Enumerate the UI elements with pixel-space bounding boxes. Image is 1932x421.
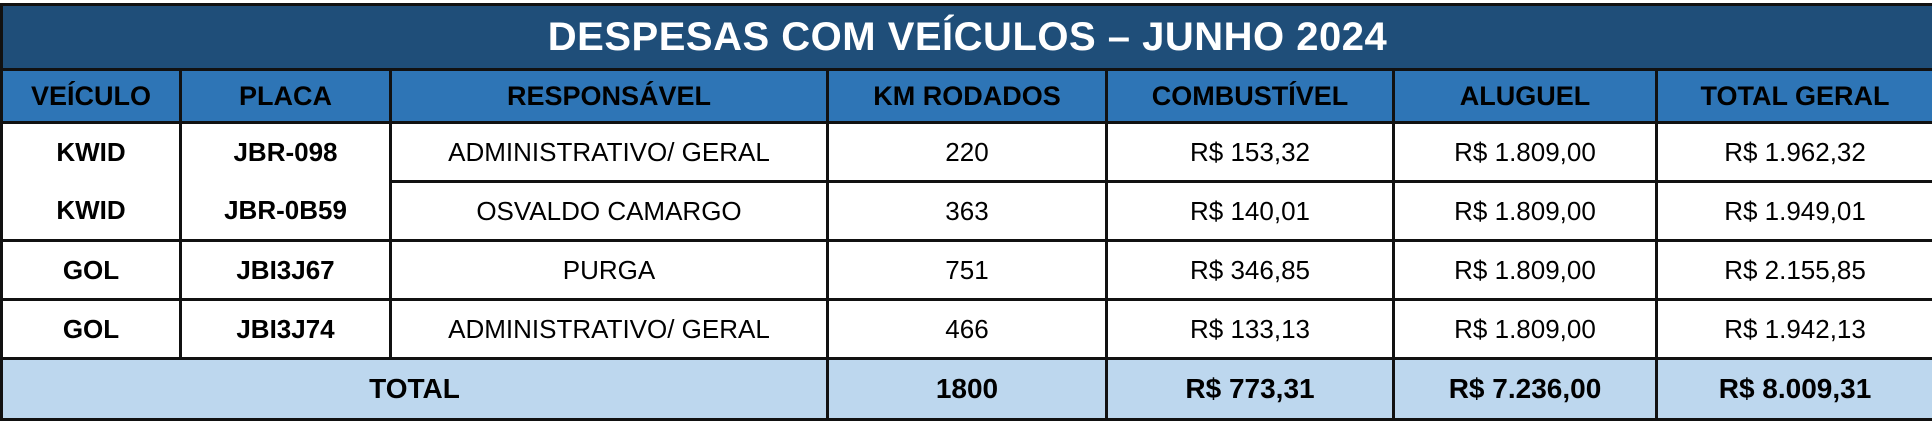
cell-aluguel: R$ 1.809,00 xyxy=(1394,300,1657,359)
cell-placa: JBI3J67 xyxy=(181,241,391,300)
cell-total: R$ 1.942,13 xyxy=(1657,300,1932,359)
total-aluguel: R$ 7.236,00 xyxy=(1394,359,1657,420)
cell-total: R$ 1.949,01 xyxy=(1657,182,1932,241)
column-header-responsavel: RESPONSÁVEL xyxy=(391,70,828,123)
cell-responsavel: PURGA xyxy=(391,241,828,300)
cell-km: 751 xyxy=(828,241,1107,300)
cell-placa: JBR-098 xyxy=(181,123,391,182)
cell-veiculo: GOL xyxy=(2,241,181,300)
cell-responsavel: ADMINISTRATIVO/ GERAL xyxy=(391,123,828,182)
vehicle-expenses-table: DESPESAS COM VEÍCULOS – JUNHO 2024 VEÍCU… xyxy=(0,3,1932,421)
column-header-combustivel: COMBUSTÍVEL xyxy=(1107,70,1394,123)
cell-km: 220 xyxy=(828,123,1107,182)
table-row: KWID JBR-0B59 OSVALDO CAMARGO 363 R$ 140… xyxy=(2,182,1932,241)
cell-aluguel: R$ 1.809,00 xyxy=(1394,182,1657,241)
column-header-veiculo: VEÍCULO xyxy=(2,70,181,123)
cell-km: 363 xyxy=(828,182,1107,241)
total-geral: R$ 8.009,31 xyxy=(1657,359,1932,420)
table-title: DESPESAS COM VEÍCULOS – JUNHO 2024 xyxy=(2,5,1932,70)
cell-combustivel: R$ 153,32 xyxy=(1107,123,1394,182)
cell-km: 466 xyxy=(828,300,1107,359)
cell-total: R$ 2.155,85 xyxy=(1657,241,1932,300)
cell-combustivel: R$ 140,01 xyxy=(1107,182,1394,241)
table-row: GOL JBI3J67 PURGA 751 R$ 346,85 R$ 1.809… xyxy=(2,241,1932,300)
cell-aluguel: R$ 1.809,00 xyxy=(1394,123,1657,182)
total-combustivel: R$ 773,31 xyxy=(1107,359,1394,420)
cell-placa: JBI3J74 xyxy=(181,300,391,359)
cell-responsavel: OSVALDO CAMARGO xyxy=(391,182,828,241)
totals-label: TOTAL xyxy=(2,359,828,420)
column-header-km: KM RODADOS xyxy=(828,70,1107,123)
total-km: 1800 xyxy=(828,359,1107,420)
cell-veiculo: KWID xyxy=(2,182,181,241)
cell-combustivel: R$ 133,13 xyxy=(1107,300,1394,359)
table-row: GOL JBI3J74 ADMINISTRATIVO/ GERAL 466 R$… xyxy=(2,300,1932,359)
table-row: KWID JBR-098 ADMINISTRATIVO/ GERAL 220 R… xyxy=(2,123,1932,182)
column-header-total: TOTAL GERAL xyxy=(1657,70,1932,123)
cell-combustivel: R$ 346,85 xyxy=(1107,241,1394,300)
cell-veiculo: GOL xyxy=(2,300,181,359)
column-header-aluguel: ALUGUEL xyxy=(1394,70,1657,123)
header-row: VEÍCULO PLACA RESPONSÁVEL KM RODADOS COM… xyxy=(2,70,1932,123)
cell-aluguel: R$ 1.809,00 xyxy=(1394,241,1657,300)
cell-total: R$ 1.962,32 xyxy=(1657,123,1932,182)
cell-responsavel: ADMINISTRATIVO/ GERAL xyxy=(391,300,828,359)
cell-placa: JBR-0B59 xyxy=(181,182,391,241)
cell-veiculo: KWID xyxy=(2,123,181,182)
totals-row: TOTAL 1800 R$ 773,31 R$ 7.236,00 R$ 8.00… xyxy=(2,359,1932,420)
column-header-placa: PLACA xyxy=(181,70,391,123)
